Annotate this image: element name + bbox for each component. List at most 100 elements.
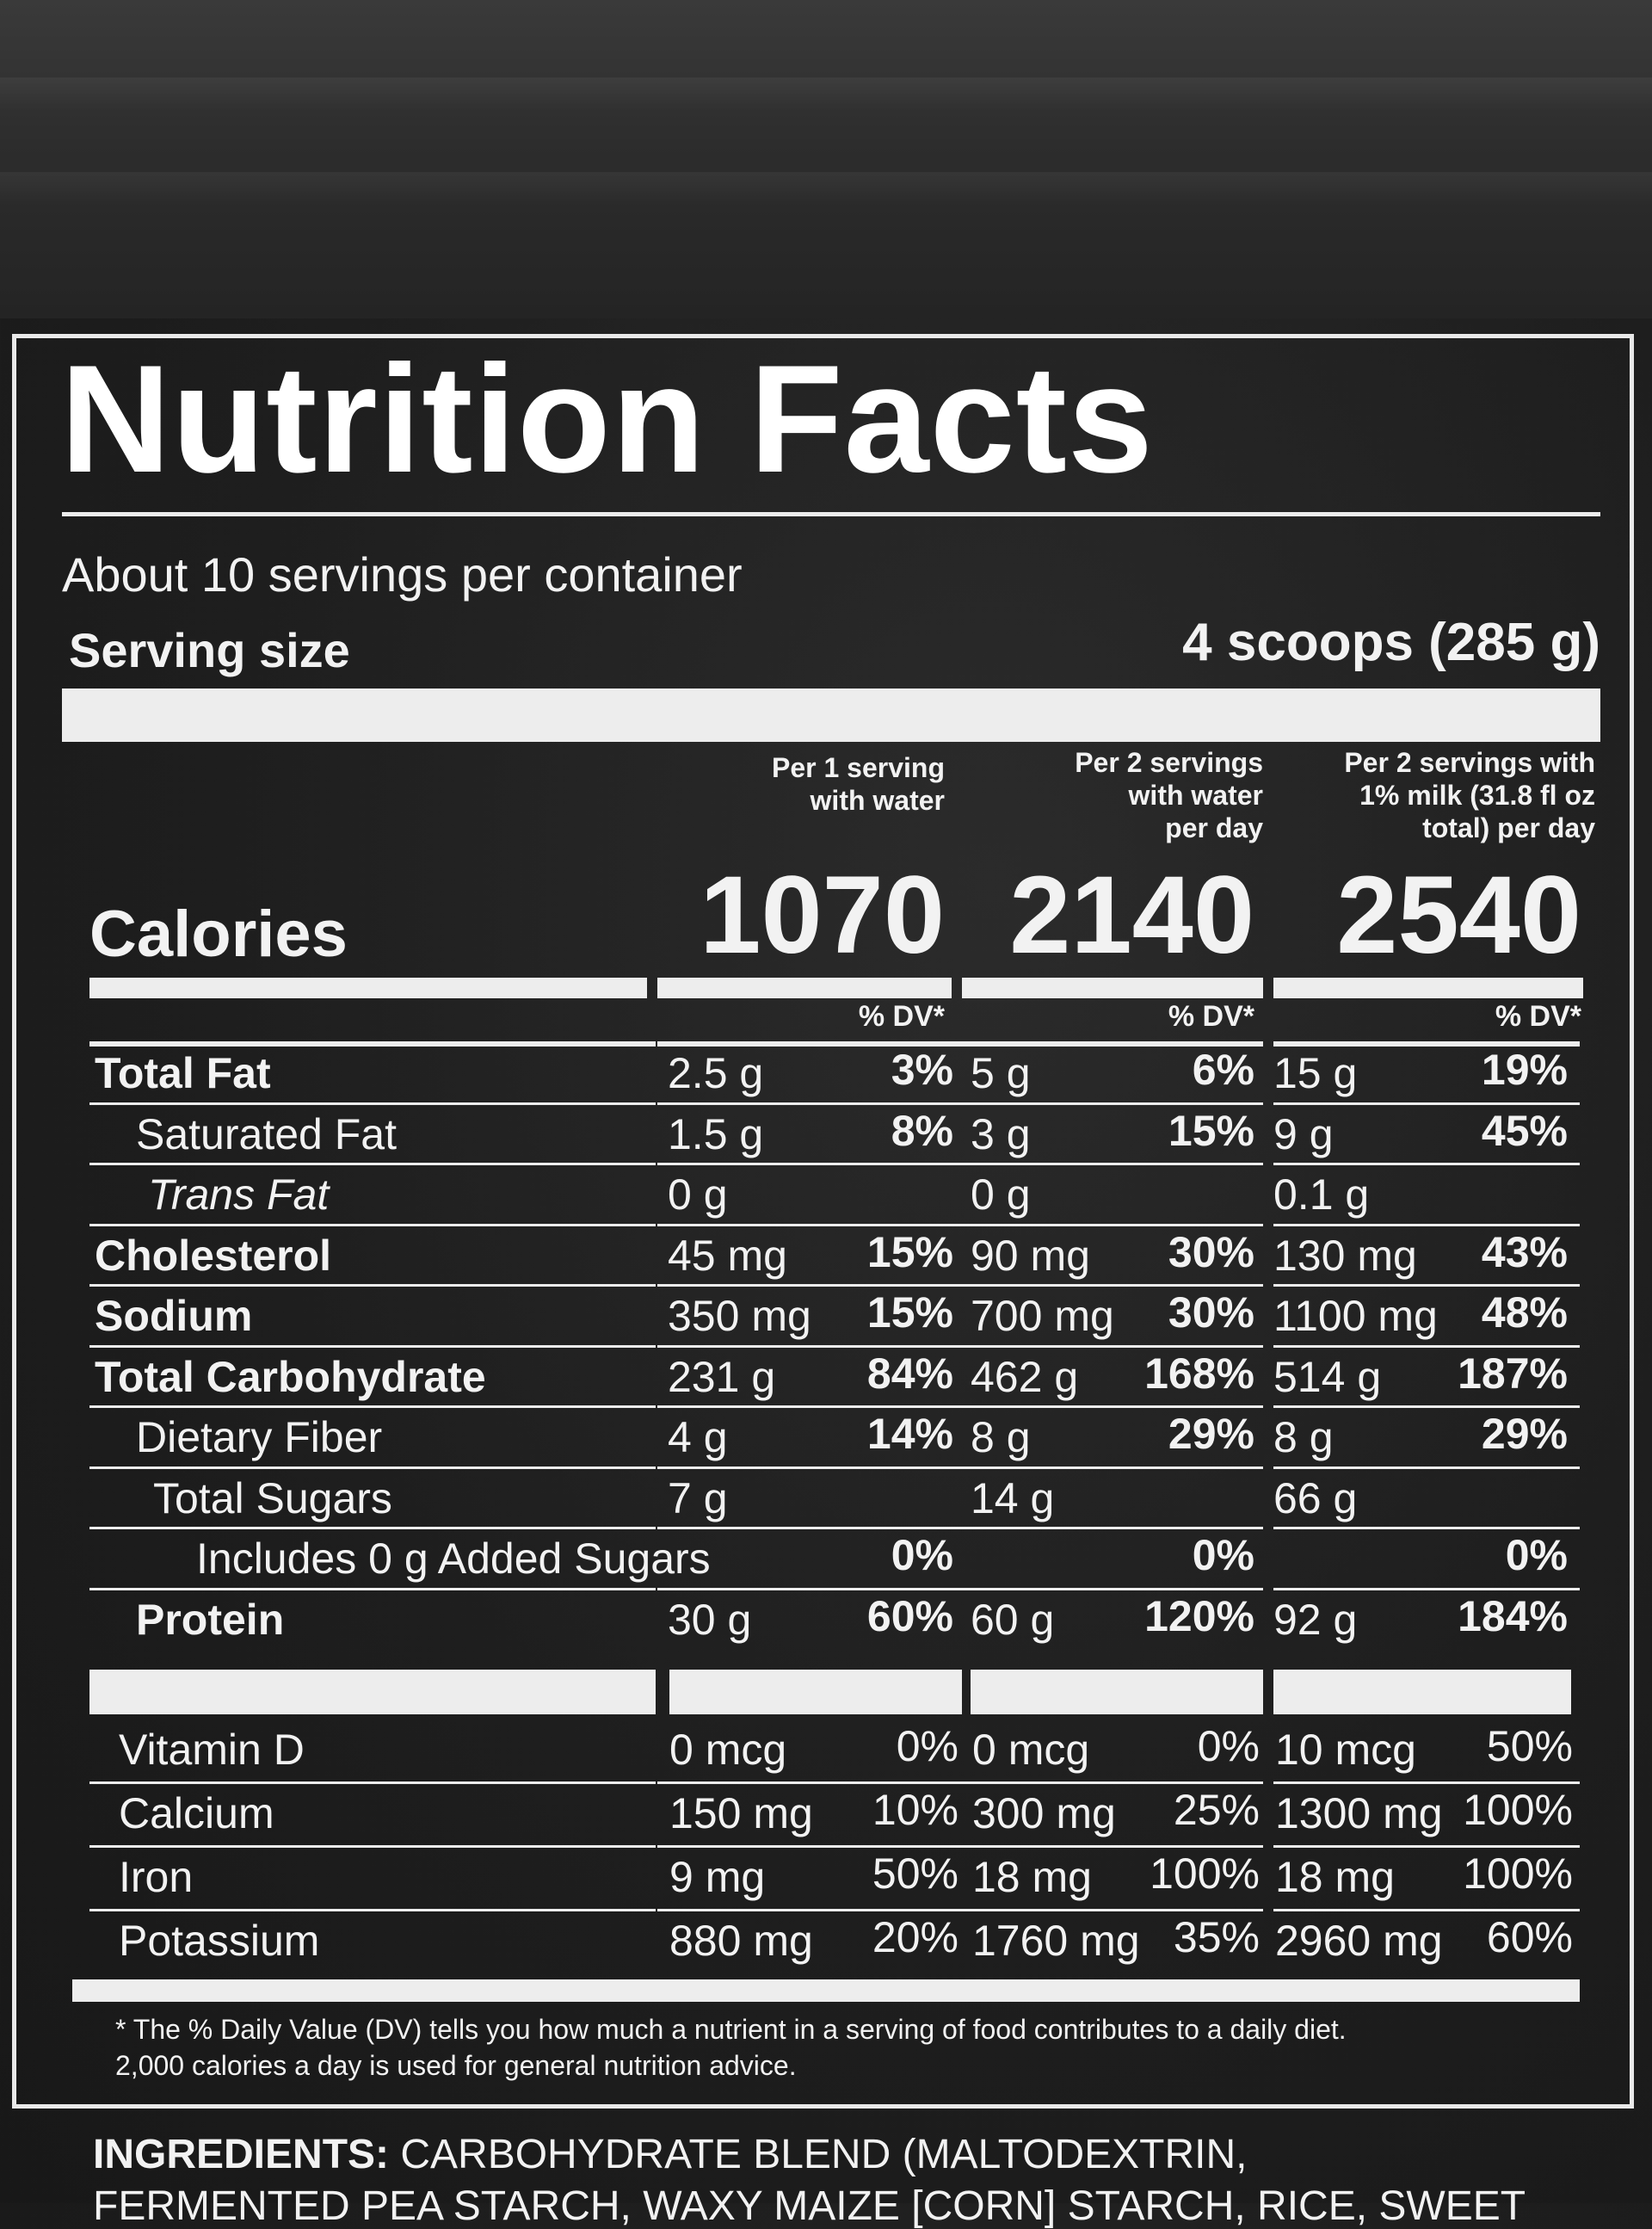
row-divider xyxy=(89,1587,656,1590)
calories-divider xyxy=(962,978,1263,998)
nutrient-dv: 60% xyxy=(866,1591,953,1640)
vitamin-amount: 18 mg xyxy=(1275,1853,1395,1901)
vitamin-dv: 100% xyxy=(1463,1849,1573,1898)
nutrient-dv: 15% xyxy=(1168,1106,1254,1155)
nutrient-amount: 462 g xyxy=(971,1352,1079,1401)
row-divider xyxy=(657,1909,962,1911)
nutrient-amount: 3 g xyxy=(971,1109,1031,1158)
row-divider xyxy=(1273,1344,1580,1348)
vitamin-amount: 2960 mg xyxy=(1275,1917,1443,1965)
package-top xyxy=(0,0,1652,318)
column-header-line: Per 2 servings xyxy=(1075,747,1263,778)
row-divider xyxy=(89,1102,656,1105)
row-divider xyxy=(962,1466,1263,1469)
nutrient-dv: 6% xyxy=(1192,1046,1254,1094)
nutrient-label: Dietary Fiber xyxy=(136,1413,383,1461)
vitamin-label: Vitamin D xyxy=(119,1726,305,1774)
row-divider xyxy=(89,1845,656,1848)
package-crease xyxy=(0,77,1652,112)
column-header-line: Per 2 servings with xyxy=(1344,747,1595,778)
vitamin-dv: 0% xyxy=(1197,1722,1260,1770)
nutrient-dv: 30% xyxy=(1168,1288,1254,1337)
vitamins-divider xyxy=(89,1670,656,1714)
nutrient-amount: 700 mg xyxy=(971,1292,1114,1340)
ingredients: INGREDIENTS: CARBOHYDRATE BLEND (MALTODE… xyxy=(93,2134,1248,2176)
nutrient-label: Trans Fat xyxy=(148,1170,330,1219)
row-divider xyxy=(962,1284,1263,1287)
row-divider xyxy=(657,1102,962,1105)
row-divider xyxy=(657,1344,962,1348)
vitamin-dv: 35% xyxy=(1173,1913,1260,1961)
title-divider xyxy=(62,512,1600,516)
nutrient-amount: 1.5 g xyxy=(668,1109,764,1158)
nutrient-label: Cholesterol xyxy=(95,1231,332,1280)
row-divider xyxy=(89,1405,656,1408)
dv-header-2: % DV* xyxy=(1168,1000,1254,1033)
row-divider xyxy=(962,1223,1263,1226)
footnote: * The % Daily Value (DV) tells you how m… xyxy=(115,2012,1347,2084)
nutrient-amount: 4 g xyxy=(668,1413,728,1461)
nutrient-amount: 90 mg xyxy=(971,1231,1090,1280)
nutrient-amount: 45 mg xyxy=(668,1231,787,1280)
nutrient-dv: 43% xyxy=(1481,1227,1568,1276)
vitamin-amount: 9 mg xyxy=(669,1853,766,1901)
nutrient-dv: 19% xyxy=(1481,1046,1568,1094)
nutrient-label: Total Carbohydrate xyxy=(95,1352,486,1401)
row-divider xyxy=(89,1781,656,1784)
nutrient-dv: 0% xyxy=(891,1531,953,1579)
row-divider xyxy=(962,1781,1263,1784)
row-divider xyxy=(657,1041,962,1047)
calories-value-2: 2140 xyxy=(1009,854,1254,977)
nutrient-amount: 1100 mg xyxy=(1273,1292,1438,1340)
nutrient-amount: 7 g xyxy=(668,1473,728,1522)
vitamin-dv: 100% xyxy=(1463,1786,1573,1834)
calories-label: Calories xyxy=(89,898,348,971)
vitamin-dv: 10% xyxy=(872,1786,959,1834)
package-crease xyxy=(0,172,1652,207)
nutrient-label: Total Sugars xyxy=(153,1473,392,1522)
vitamin-amount: 880 mg xyxy=(669,1917,813,1965)
row-divider xyxy=(1273,1781,1580,1784)
row-divider xyxy=(657,1587,962,1590)
nutrient-label: Sodium xyxy=(95,1292,253,1340)
nutrient-amount: 8 g xyxy=(1273,1413,1334,1461)
nutrient-dv: 45% xyxy=(1481,1106,1568,1155)
row-divider xyxy=(89,1163,656,1165)
nutrient-dv: 120% xyxy=(1144,1591,1254,1640)
row-divider xyxy=(962,1405,1263,1408)
nutrient-label: Total Fat xyxy=(95,1049,271,1097)
vitamin-dv: 20% xyxy=(872,1913,959,1961)
nutrient-amount: 0 g xyxy=(971,1170,1031,1219)
nutrient-amount: 231 g xyxy=(668,1352,776,1401)
column-header-1: Per 1 serving with water xyxy=(772,752,945,818)
row-divider xyxy=(962,1527,1263,1529)
vitamin-dv: 25% xyxy=(1173,1786,1260,1834)
nutrient-amount: 2.5 g xyxy=(668,1049,764,1097)
nutrient-dv: 187% xyxy=(1458,1349,1568,1398)
nutrient-dv: 14% xyxy=(866,1410,953,1458)
nutrient-dv: 0% xyxy=(1505,1531,1568,1579)
nutrient-dv: 8% xyxy=(891,1106,953,1155)
row-divider xyxy=(657,1405,962,1408)
nutrient-dv: 30% xyxy=(1168,1227,1254,1276)
vitamins-divider xyxy=(971,1670,1263,1714)
vitamin-dv: 100% xyxy=(1150,1849,1260,1898)
column-header-line: 1% milk (31.8 fl oz xyxy=(1359,779,1595,811)
dv-header-3: % DV* xyxy=(1495,1000,1581,1033)
vitamin-amount: 150 mg xyxy=(669,1789,813,1837)
footnote-divider xyxy=(72,1979,1580,2002)
nutrition-panel-border xyxy=(12,334,1634,2109)
nutrient-amount: 14 g xyxy=(971,1473,1055,1522)
row-divider xyxy=(962,1909,1263,1911)
column-header-line: per day xyxy=(1165,812,1263,843)
vitamin-dv: 60% xyxy=(1486,1913,1573,1961)
nutrient-label: Includes 0 g Added Sugars xyxy=(196,1534,711,1583)
column-header-3: Per 2 servings with 1% milk (31.8 fl oz … xyxy=(1344,747,1595,844)
row-divider xyxy=(657,1163,962,1165)
vitamin-label: Potassium xyxy=(119,1917,320,1965)
calories-divider xyxy=(1273,978,1583,998)
nutrient-amount: 66 g xyxy=(1273,1473,1358,1522)
nutrient-amount: 8 g xyxy=(971,1413,1031,1461)
calories-divider xyxy=(657,978,952,998)
vitamin-amount: 10 mcg xyxy=(1275,1726,1416,1774)
